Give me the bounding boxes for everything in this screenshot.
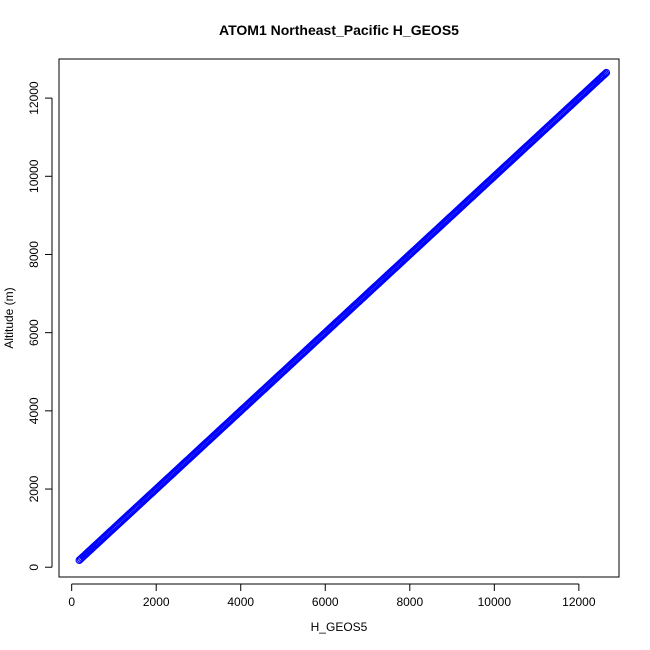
plot-frame: [58, 58, 620, 578]
y-tick-label: 12000: [27, 81, 41, 115]
x-tick-label: 2000: [143, 595, 170, 609]
y-axis: 0 2000 4000 6000 8000 10000 12000: [27, 81, 53, 571]
y-tick-label: 2000: [27, 475, 41, 502]
x-tick-label: 8000: [396, 595, 423, 609]
data-point: [600, 70, 609, 79]
x-tick-label: 0: [68, 595, 75, 609]
x-axis-label: H_GEOS5: [311, 620, 368, 634]
y-axis-label: Altitude (m): [2, 287, 16, 348]
y-tick-label: 6000: [27, 319, 41, 346]
data-points: [75, 68, 611, 564]
data-point: [601, 69, 610, 78]
x-tick-label: 6000: [312, 595, 339, 609]
x-tick-label: 10000: [478, 595, 512, 609]
data-point: [602, 68, 611, 77]
y-tick-label: 10000: [27, 159, 41, 193]
chart-title: ATOM1 Northeast_Pacific H_GEOS5: [219, 22, 459, 38]
x-tick-label: 4000: [227, 595, 254, 609]
y-tick-label: 8000: [27, 241, 41, 268]
x-tick-label: 12000: [562, 595, 596, 609]
x-axis: 0 2000 4000 6000 8000 10000 12000: [68, 583, 596, 609]
y-tick-label: 4000: [27, 397, 41, 424]
y-tick-label: 0: [27, 564, 41, 571]
